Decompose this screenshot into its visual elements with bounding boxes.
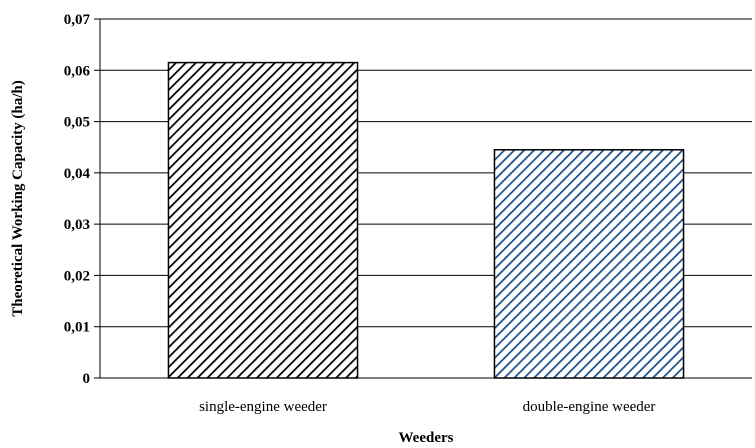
y-tick-label: 0,07 <box>64 12 91 28</box>
y-tick-label: 0,01 <box>64 320 90 336</box>
x-axis-title: Weeders <box>399 430 454 446</box>
y-tick-label: 0 <box>83 371 91 387</box>
y-tick-label: 0,04 <box>64 166 91 182</box>
y-tick-labels: 0 0,01 0,02 0,03 0,04 0,05 0,06 0,07 <box>64 12 91 387</box>
bars <box>167 61 685 379</box>
x-category-label: double-engine weeder <box>523 399 656 415</box>
y-axis-title: Theoretical Working Capacity (ha/h) <box>10 80 26 317</box>
y-tick-label: 0,05 <box>64 115 90 131</box>
y-tick-label: 0,06 <box>64 63 91 79</box>
axes <box>99 19 752 379</box>
y-tick-label: 0,03 <box>64 217 90 233</box>
bar-double-engine-weeder <box>493 149 685 379</box>
bar-single-engine-weeder <box>167 61 359 379</box>
x-category-label: single-engine weeder <box>199 399 327 415</box>
y-tick-label: 0,02 <box>64 268 90 284</box>
x-category-labels: single-engine weeder double-engine weeder <box>199 399 655 415</box>
